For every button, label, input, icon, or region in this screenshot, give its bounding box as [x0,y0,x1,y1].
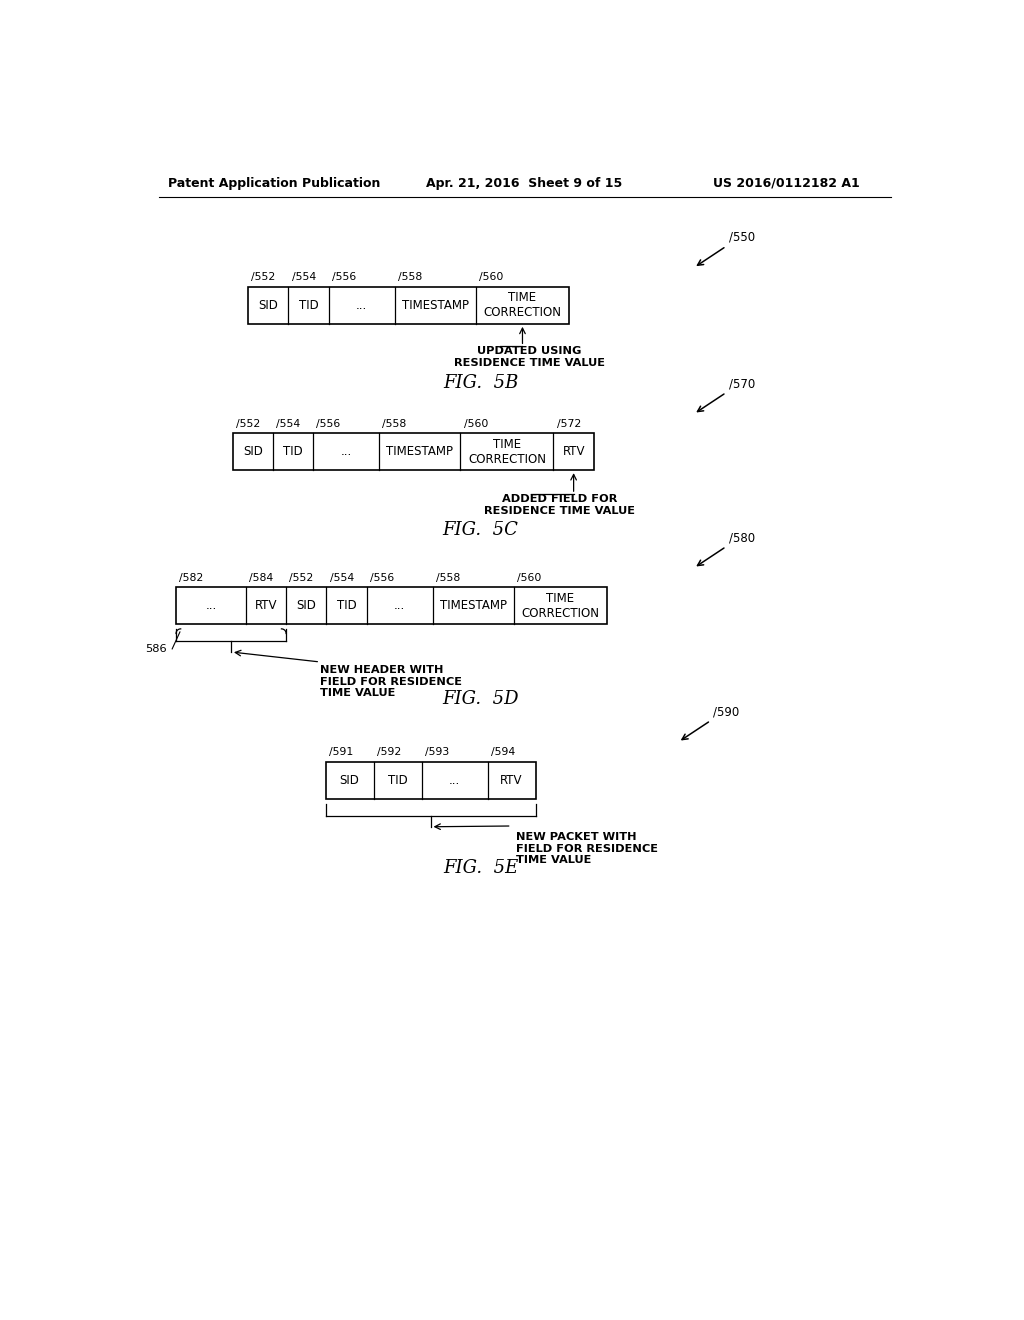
Text: NEW PACKET WITH
FIELD FOR RESIDENCE
TIME VALUE: NEW PACKET WITH FIELD FOR RESIDENCE TIME… [515,832,657,866]
Text: TID: TID [337,599,356,612]
Text: ...: ... [341,445,352,458]
Text: /554: /554 [292,272,315,282]
Text: /591: /591 [329,747,353,758]
Text: ...: ... [394,599,406,612]
Text: SID: SID [340,774,359,787]
Text: /560: /560 [464,418,488,429]
Text: /554: /554 [330,573,353,582]
Text: /582: /582 [179,573,204,582]
Text: /572: /572 [557,418,581,429]
Text: /560: /560 [517,573,542,582]
Text: FIG.  5B: FIG. 5B [443,375,518,392]
Text: /590: /590 [713,705,739,718]
Text: SID: SID [296,599,316,612]
Text: RTV: RTV [501,774,523,787]
Text: US 2016/0112182 A1: US 2016/0112182 A1 [713,177,860,190]
Text: FIG.  5D: FIG. 5D [442,690,519,708]
Text: TIME
CORRECTION: TIME CORRECTION [468,438,546,466]
Text: /556: /556 [316,418,341,429]
Text: /554: /554 [276,418,300,429]
Text: RTV: RTV [255,599,278,612]
Text: RTV: RTV [562,445,585,458]
Text: TIME
CORRECTION: TIME CORRECTION [483,292,561,319]
Text: /593: /593 [425,747,450,758]
Text: ADDED FIELD FOR
RESIDENCE TIME VALUE: ADDED FIELD FOR RESIDENCE TIME VALUE [484,494,636,516]
Text: FIG.  5C: FIG. 5C [442,520,518,539]
Bar [232,433,594,470]
Text: TID: TID [284,445,303,458]
Bar [326,762,536,799]
Text: ...: ... [450,774,460,787]
Text: FIG.  5E: FIG. 5E [443,859,518,878]
Bar [176,587,607,624]
Text: ...: ... [356,298,368,312]
Text: /552: /552 [289,573,313,582]
Text: /558: /558 [382,418,407,429]
Text: /550: /550 [729,231,755,244]
Text: /558: /558 [435,573,460,582]
Bar [248,286,569,323]
Text: TIMESTAMP: TIMESTAMP [386,445,454,458]
Text: /592: /592 [377,747,401,758]
Text: /552: /552 [251,272,275,282]
Text: Apr. 21, 2016  Sheet 9 of 15: Apr. 21, 2016 Sheet 9 of 15 [426,177,623,190]
Text: Patent Application Publication: Patent Application Publication [168,177,381,190]
Text: UPDATED USING
RESIDENCE TIME VALUE: UPDATED USING RESIDENCE TIME VALUE [454,346,604,368]
Text: SID: SID [258,298,279,312]
Text: /594: /594 [490,747,515,758]
Text: TID: TID [299,298,318,312]
Text: /584: /584 [249,573,273,582]
Text: TIMESTAMP: TIMESTAMP [439,599,507,612]
Text: NEW HEADER WITH
FIELD FOR RESIDENCE
TIME VALUE: NEW HEADER WITH FIELD FOR RESIDENCE TIME… [321,665,462,698]
Text: TIMESTAMP: TIMESTAMP [401,298,469,312]
Text: TIME
CORRECTION: TIME CORRECTION [521,591,599,620]
Text: /558: /558 [397,272,422,282]
Text: /580: /580 [729,531,755,544]
Text: /560: /560 [479,272,504,282]
Text: TID: TID [388,774,408,787]
Text: SID: SID [243,445,263,458]
Text: 586: 586 [145,644,167,653]
Text: /570: /570 [729,378,755,391]
Text: ...: ... [205,599,216,612]
Text: /552: /552 [236,418,260,429]
Text: /556: /556 [332,272,356,282]
Text: /556: /556 [370,573,394,582]
